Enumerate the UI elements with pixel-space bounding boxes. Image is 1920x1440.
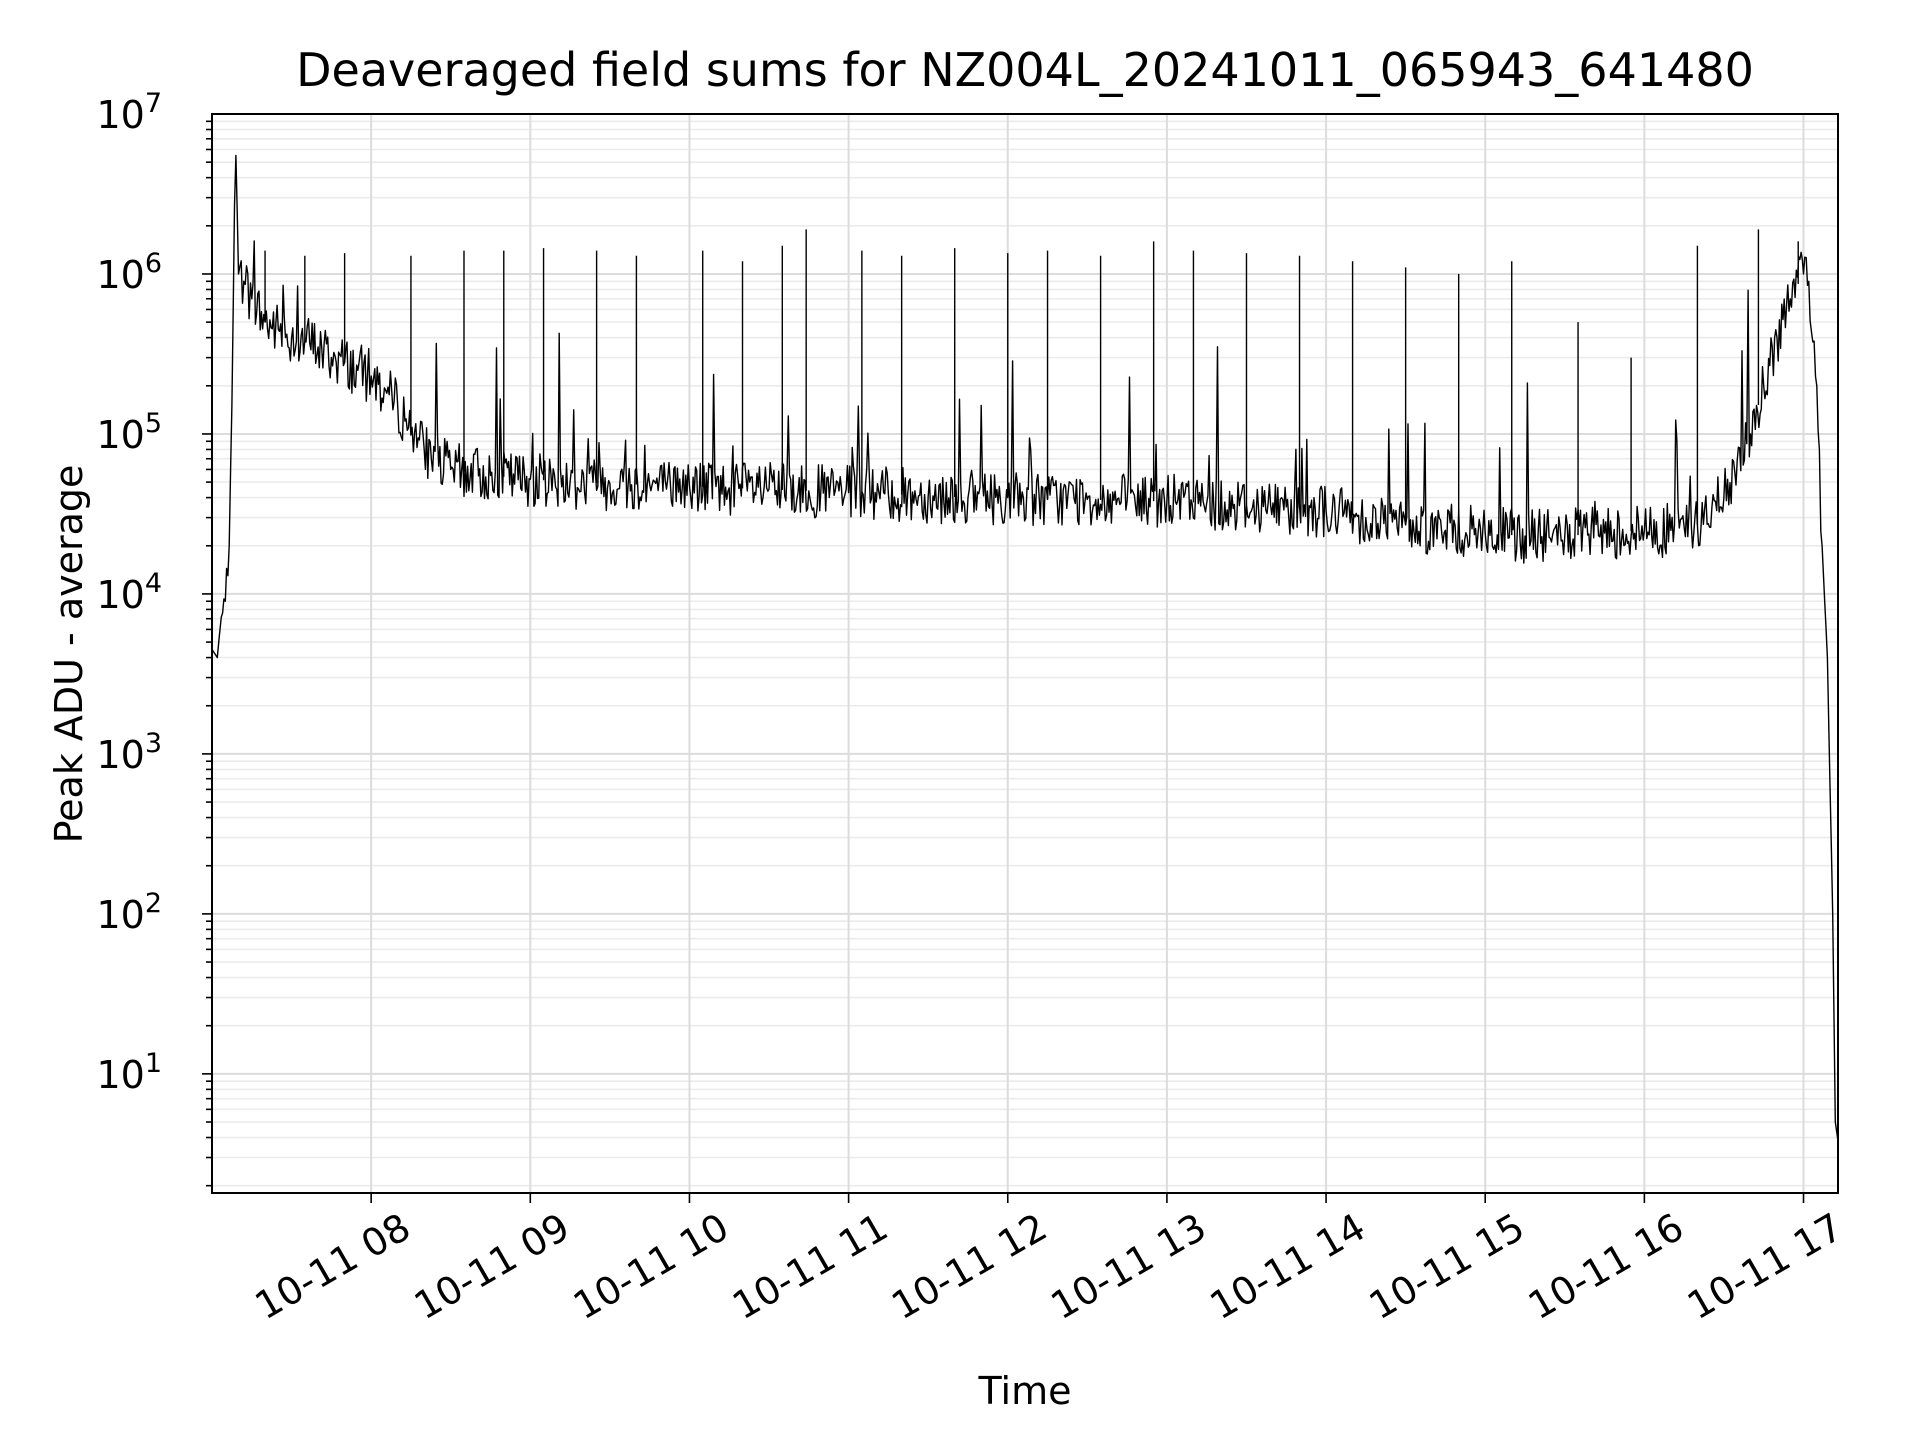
series-line [211, 154, 1839, 1142]
y-tick-label: 103 [96, 728, 162, 777]
y-tick-base: 10 [96, 893, 144, 937]
y-tick-exponent: 6 [145, 248, 162, 279]
y-tick-label: 105 [96, 408, 162, 457]
chart-title: Deaveraged field sums for NZ004L_2024101… [296, 43, 1754, 97]
y-tick-exponent: 5 [145, 408, 162, 439]
y-tick-exponent: 2 [145, 888, 162, 919]
y-tick-label: 102 [96, 888, 162, 937]
y-tick-exponent: 3 [145, 728, 162, 759]
y-tick-base: 10 [96, 1053, 144, 1097]
y-tick-base: 10 [96, 93, 144, 137]
y-tick-base: 10 [96, 413, 144, 457]
y-tick-exponent: 7 [145, 88, 162, 119]
y-tick-label: 104 [96, 568, 162, 617]
x-axis-label: Time [978, 1369, 1072, 1413]
y-tick-base: 10 [96, 253, 144, 297]
plot-frame [211, 113, 1839, 1194]
y-tick-base: 10 [96, 573, 144, 617]
y-tick-exponent: 1 [145, 1048, 162, 1079]
y-tick-exponent: 4 [145, 568, 162, 599]
y-axis-label: Peak ADU - average [47, 465, 91, 844]
y-tick-label: 107 [96, 88, 162, 137]
series-layer [211, 154, 1839, 1142]
y-tick-label: 106 [96, 248, 162, 297]
y-tick-label: 101 [96, 1048, 162, 1097]
y-tick-base: 10 [96, 733, 144, 777]
